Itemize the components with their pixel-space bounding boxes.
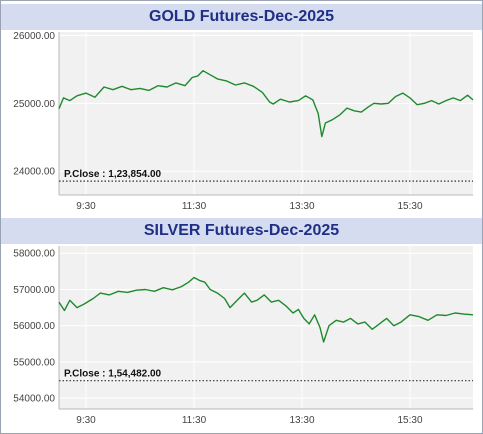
y-tick-label: 25000.00	[13, 99, 55, 110]
x-tick-label: 15:30	[397, 415, 422, 426]
x-tick-label: 15:30	[397, 201, 422, 212]
x-tick-label: 9:30	[76, 201, 96, 212]
gold-chart: 9:30 11:30 13:30 15:30 26000.00 25000.00 24000…	[13, 31, 474, 212]
x-tick-label: 9:30	[76, 415, 96, 426]
price-line	[58, 276, 474, 343]
x-tick-label: 13:30	[289, 201, 314, 212]
y-tick-label: 54000.00	[13, 394, 55, 405]
y-tick-label: 24000.00	[13, 167, 55, 178]
prev-close-label: P.Close : 1,54,482.00	[64, 369, 162, 380]
y-tick-label: 55000.00	[13, 357, 55, 368]
plot-area	[59, 246, 473, 409]
x-tick-label: 13:30	[289, 415, 314, 426]
y-tick-label: 26000.00	[13, 31, 55, 42]
gold-chart-title: GOLD Futures-Dec-2025	[1, 4, 482, 30]
plot-area	[59, 32, 473, 195]
silver-chart: 9:30 11:30 13:30 15:30 58000.00 57000.00 56000…	[13, 246, 474, 426]
y-tick-label: 56000.00	[13, 321, 55, 332]
y-tick-label: 58000.00	[13, 249, 55, 260]
y-tick-label: 57000.00	[13, 285, 55, 296]
silver-chart-title: SILVER Futures-Dec-2025	[1, 218, 482, 244]
x-tick-label: 11:30	[182, 201, 207, 212]
x-tick-label: 11:30	[182, 415, 207, 426]
price-line	[58, 70, 474, 138]
prev-close-label: P.Close : 1,23,854.00	[64, 169, 162, 180]
